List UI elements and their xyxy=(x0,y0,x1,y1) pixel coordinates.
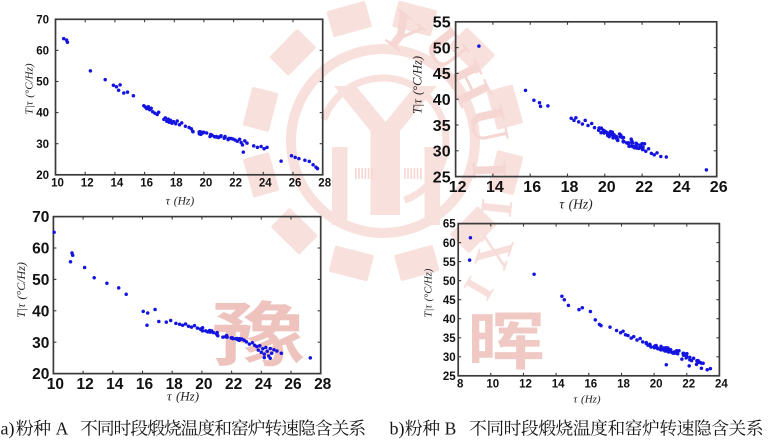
svg-text:I: I xyxy=(462,159,519,180)
svg-text:16: 16 xyxy=(523,179,541,196)
svg-text:45: 45 xyxy=(433,66,451,83)
svg-text:28: 28 xyxy=(318,178,331,190)
svg-text:25: 25 xyxy=(443,371,456,383)
svg-text:18: 18 xyxy=(617,379,630,391)
svg-text:14: 14 xyxy=(486,179,504,196)
svg-text:22: 22 xyxy=(635,179,653,196)
svg-text:60: 60 xyxy=(36,46,49,58)
svg-text:35: 35 xyxy=(443,333,456,345)
svg-text:20: 20 xyxy=(650,379,663,391)
svg-text:16: 16 xyxy=(584,379,597,391)
svg-text:26: 26 xyxy=(284,376,302,393)
svg-text:30: 30 xyxy=(433,144,451,161)
svg-text:45: 45 xyxy=(443,295,456,307)
svg-text:50: 50 xyxy=(443,276,456,288)
svg-text:18: 18 xyxy=(166,376,184,393)
svg-text:24: 24 xyxy=(715,379,728,391)
svg-text:I: I xyxy=(454,269,502,306)
svg-text:12: 12 xyxy=(81,178,94,190)
svg-text:12: 12 xyxy=(449,179,467,196)
svg-text:8: 8 xyxy=(457,379,464,391)
svg-text:25: 25 xyxy=(433,169,451,186)
svg-text:24: 24 xyxy=(255,376,273,393)
svg-text:60: 60 xyxy=(443,238,456,250)
svg-text:14: 14 xyxy=(552,379,565,391)
svg-text:65: 65 xyxy=(443,219,456,231)
svg-text:18: 18 xyxy=(170,178,183,190)
svg-text:50: 50 xyxy=(32,272,49,289)
svg-text:20: 20 xyxy=(32,366,49,383)
svg-text:10: 10 xyxy=(47,376,64,393)
svg-text:70: 70 xyxy=(32,209,49,226)
svg-text:30: 30 xyxy=(36,139,49,151)
svg-text:12: 12 xyxy=(519,379,532,391)
svg-text:a): a) xyxy=(1,419,15,440)
svg-text:T|τ (°C/Hz): T|τ (°C/Hz) xyxy=(14,262,28,318)
svg-text:30: 30 xyxy=(32,335,49,352)
svg-text:τ (Hz): τ (Hz) xyxy=(573,394,600,406)
svg-text:22: 22 xyxy=(229,178,242,190)
svg-text:30: 30 xyxy=(443,352,456,364)
svg-text:40: 40 xyxy=(32,303,49,320)
svg-text:B: B xyxy=(445,419,457,439)
svg-text:X: X xyxy=(463,227,524,277)
svg-text:16: 16 xyxy=(136,376,154,393)
svg-text:τ (Hz): τ (Hz) xyxy=(167,389,199,404)
svg-text:18: 18 xyxy=(561,179,579,196)
svg-text:T|τ (°C/Hz): T|τ (°C/Hz) xyxy=(423,268,434,317)
svg-text:τ (Hz): τ (Hz) xyxy=(559,197,593,212)
svg-text:50: 50 xyxy=(36,77,49,89)
svg-text:55: 55 xyxy=(433,15,451,32)
svg-text:10: 10 xyxy=(486,379,499,391)
svg-text:20: 20 xyxy=(195,376,212,393)
svg-text:60: 60 xyxy=(32,241,49,258)
svg-text:24: 24 xyxy=(673,179,691,196)
svg-text:22: 22 xyxy=(682,379,695,391)
svg-text:T|τ (°C/Hz): T|τ (°C/Hz) xyxy=(411,56,425,114)
svg-text:28: 28 xyxy=(314,376,332,393)
svg-text:26: 26 xyxy=(710,179,728,196)
svg-text:24: 24 xyxy=(259,178,272,190)
svg-text:T|τ (°C/Hz): T|τ (°C/Hz) xyxy=(24,63,36,114)
svg-text:A: A xyxy=(56,419,69,439)
svg-text:26: 26 xyxy=(289,178,302,190)
svg-text:40: 40 xyxy=(443,314,456,326)
svg-text:35: 35 xyxy=(433,118,451,135)
svg-text:20: 20 xyxy=(598,179,616,196)
svg-text:40: 40 xyxy=(433,92,451,109)
svg-text:40: 40 xyxy=(36,108,49,120)
svg-text:b): b) xyxy=(390,419,405,440)
svg-text:12: 12 xyxy=(76,376,93,393)
svg-text:I: I xyxy=(471,196,524,219)
svg-text:τ (Hz): τ (Hz) xyxy=(166,196,195,208)
svg-text:20: 20 xyxy=(200,178,213,190)
svg-text:20: 20 xyxy=(36,170,49,182)
svg-text:22: 22 xyxy=(225,376,242,393)
svg-text:10: 10 xyxy=(51,178,64,190)
svg-text:55: 55 xyxy=(443,257,456,269)
svg-text:16: 16 xyxy=(140,178,153,190)
svg-text:14: 14 xyxy=(111,178,124,190)
svg-text:50: 50 xyxy=(433,40,451,57)
svg-text:14: 14 xyxy=(106,376,124,393)
svg-text:70: 70 xyxy=(36,14,49,26)
